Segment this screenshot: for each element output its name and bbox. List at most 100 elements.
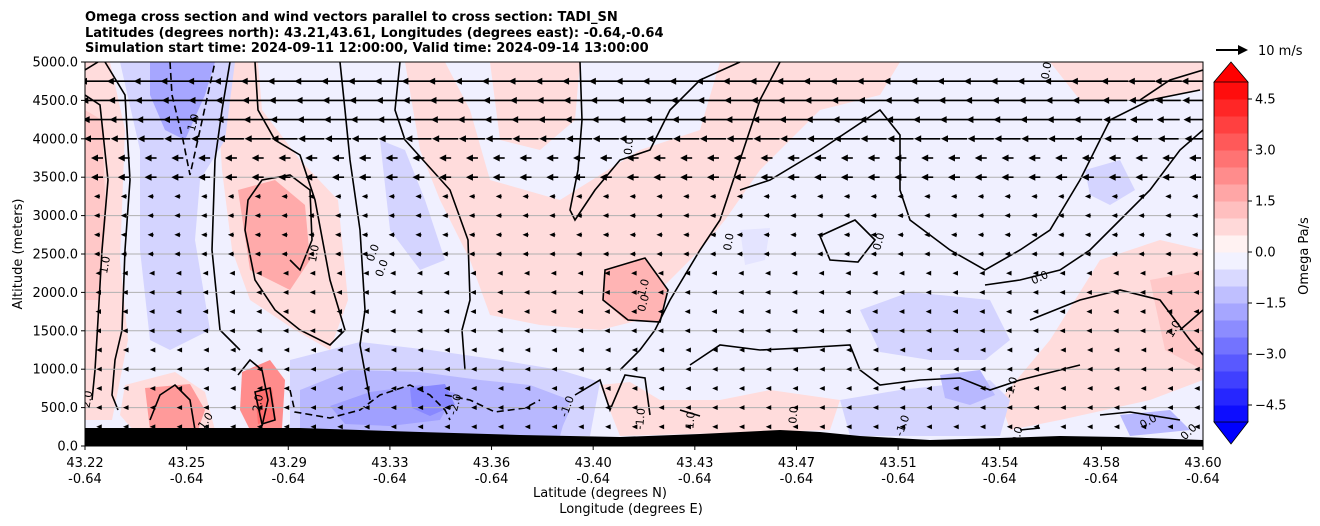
wind-vector [791, 328, 798, 334]
wind-vector [444, 385, 450, 391]
wind-vector [566, 135, 593, 143]
wind-vector [1086, 289, 1092, 295]
wind-vector [738, 424, 745, 430]
wind-vector [790, 213, 797, 219]
x-tick-label-lon: -0.64 [1186, 472, 1220, 487]
wind-vector [492, 154, 505, 162]
colorbar-label: Omega Pa/s [1297, 217, 1312, 295]
wind-vector [1028, 154, 1041, 162]
wind-vector [763, 193, 770, 199]
wind-vector [711, 289, 717, 295]
wind-vector [656, 213, 663, 219]
x-tick-label-lon: -0.64 [983, 472, 1017, 487]
wind-vector [549, 232, 556, 238]
contour-label: 0.0 [373, 258, 391, 279]
title-line-3: Simulation start time: 2024-09-11 12:00:… [85, 41, 649, 56]
colorbar-segment [1214, 269, 1248, 287]
wind-vector [818, 270, 825, 276]
colorbar-tick-label: −4.5 [1255, 399, 1287, 414]
wind-vector [335, 232, 342, 238]
wind-vector [519, 154, 532, 162]
wind-vector [924, 232, 931, 238]
wind-vector [1167, 424, 1173, 430]
wind-vector [870, 251, 877, 257]
contour-line [169, 62, 216, 176]
wind-vector [176, 366, 183, 372]
wind-vector [337, 347, 343, 353]
wind-vector [897, 193, 904, 199]
wind-vector [646, 135, 673, 143]
wind-vector [1154, 77, 1182, 85]
x-axis-label-lon: Longitude (degrees E) [559, 502, 703, 517]
wind-vector [495, 213, 502, 219]
wind-vector [1113, 270, 1119, 276]
wind-vector [94, 213, 100, 219]
wind-vector [201, 251, 208, 257]
wind-vector [886, 116, 915, 124]
wind-vector [605, 385, 611, 391]
wind-vector [123, 405, 129, 411]
wind-vector [281, 251, 288, 257]
contour-line [1179, 309, 1203, 331]
wind-vector [887, 135, 914, 143]
wind-vector [618, 116, 647, 124]
colorbar-tick-label: 0.0 [1255, 246, 1276, 261]
wind-vector [814, 173, 827, 181]
wind-vector [1006, 405, 1013, 411]
wind-vector [1058, 251, 1065, 257]
wind-vector [337, 366, 343, 372]
wind-vector [599, 154, 612, 162]
wind-vector [1113, 405, 1120, 411]
wind-vector [977, 213, 984, 219]
wind-vector [1140, 347, 1147, 353]
x-tick-label-lat: 43.29 [270, 456, 307, 471]
vector-key-label: 10 m/s [1258, 44, 1303, 59]
omega-positive-region [405, 62, 900, 330]
wind-vector [377, 116, 406, 124]
omega-positive-region [603, 258, 668, 322]
wind-vector [203, 366, 209, 372]
wind-vector [833, 135, 860, 143]
colorbar-extend-min [1213, 421, 1249, 445]
wind-vector [310, 405, 316, 411]
wind-vector [1032, 289, 1039, 295]
wind-vector [282, 289, 289, 295]
wind-vector [149, 347, 156, 353]
wind-vector [1060, 405, 1066, 411]
wind-vector [736, 213, 743, 219]
wind-vector [950, 213, 957, 219]
wind-vector [1087, 385, 1093, 391]
wind-vector [1140, 385, 1147, 391]
wind-vector [95, 328, 101, 334]
wind-vector [953, 385, 959, 391]
colorbar-tick-label: 3.0 [1255, 144, 1276, 159]
wind-vector [94, 232, 100, 238]
wind-vector [791, 270, 798, 276]
wind-vector [947, 154, 960, 162]
x-tick-label-lon: -0.64 [576, 472, 610, 487]
wind-vector [947, 173, 960, 181]
wind-vector [685, 405, 691, 411]
colorbar-segment [1214, 303, 1248, 321]
wind-vector [1111, 193, 1118, 199]
contour-label: 0.0 [721, 232, 737, 251]
contour-line [689, 344, 1081, 391]
wind-vector [1111, 213, 1118, 219]
wind-vector [390, 366, 397, 372]
wind-vector [270, 116, 299, 124]
wind-vector [109, 116, 139, 124]
wind-vector [442, 193, 449, 199]
wind-vector [846, 385, 852, 391]
wind-vector [1058, 193, 1065, 199]
wind-vector [309, 328, 316, 334]
wind-vector [1001, 173, 1014, 181]
wind-vector [149, 270, 155, 276]
x-tick-label-lon: -0.64 [170, 472, 204, 487]
wind-vector [1113, 424, 1120, 430]
wind-vector [1192, 232, 1198, 238]
wind-vector [417, 424, 424, 430]
wind-vector [658, 424, 665, 430]
wind-vector [305, 173, 318, 181]
wind-vector [470, 309, 476, 315]
wind-vector [846, 366, 852, 372]
